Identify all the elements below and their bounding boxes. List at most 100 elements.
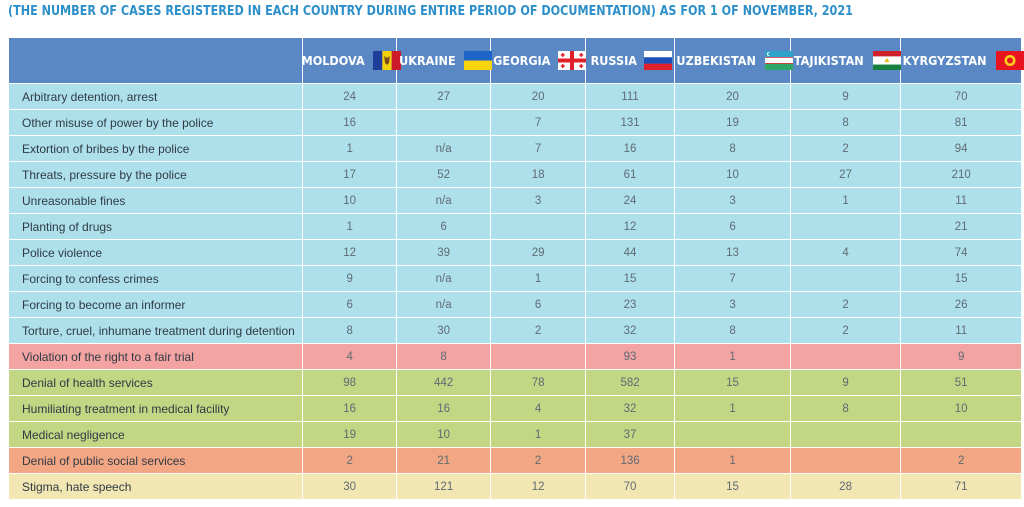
cell-value bbox=[674, 421, 791, 448]
cell-value: 16 bbox=[584, 135, 676, 162]
cell-value: 4 bbox=[302, 343, 397, 370]
cell-value: 71 bbox=[900, 473, 1022, 500]
row-label: Denial of public social services bbox=[7, 447, 304, 474]
cell-value: 8 bbox=[789, 109, 902, 136]
row-label: Threats, pressure by the police bbox=[7, 161, 304, 188]
cell-value: 24 bbox=[302, 83, 397, 110]
cell-value: n/a bbox=[395, 265, 492, 292]
cell-value: 19 bbox=[674, 109, 791, 136]
cell-value: 10 bbox=[302, 187, 397, 214]
cell-value: 6 bbox=[395, 213, 492, 240]
cell-value: 4 bbox=[789, 239, 902, 266]
cell-value: 39 bbox=[395, 239, 492, 266]
cell-value: 30 bbox=[302, 473, 397, 500]
cell-value: 29 bbox=[490, 239, 586, 266]
cell-value bbox=[490, 213, 586, 240]
cell-value bbox=[395, 109, 492, 136]
cell-value: 131 bbox=[584, 109, 676, 136]
cell-value: 52 bbox=[395, 161, 492, 188]
country-name: KYRGYZSTAN bbox=[902, 53, 987, 68]
country-name: GEORGIA bbox=[492, 53, 551, 68]
cell-value: 1 bbox=[789, 187, 902, 214]
column-header-ukraine: UKRAINE bbox=[395, 37, 492, 84]
cell-value: 3 bbox=[674, 187, 791, 214]
cell-value: 17 bbox=[302, 161, 397, 188]
russia-flag-icon bbox=[644, 51, 673, 70]
cell-value: 15 bbox=[584, 265, 676, 292]
cell-value: n/a bbox=[395, 291, 492, 318]
cell-value: n/a bbox=[395, 187, 492, 214]
cell-value: 8 bbox=[674, 317, 791, 344]
cell-value: 3 bbox=[674, 291, 791, 318]
cell-value: 12 bbox=[302, 239, 397, 266]
cell-value bbox=[789, 447, 902, 474]
cell-value: 28 bbox=[789, 473, 902, 500]
cell-value: 8 bbox=[789, 395, 902, 422]
cell-value: 61 bbox=[584, 161, 676, 188]
cell-value: 27 bbox=[789, 161, 902, 188]
cell-value: 2 bbox=[789, 135, 902, 162]
table-row: Stigma, hate speech 30 121 12 70 15 28 71 bbox=[7, 473, 1022, 500]
cell-value: 19 bbox=[302, 421, 397, 448]
cell-value: 15 bbox=[900, 265, 1022, 292]
cell-value: 23 bbox=[584, 291, 676, 318]
cell-value: 11 bbox=[900, 317, 1022, 344]
tajikistan-flag-icon bbox=[872, 51, 901, 70]
cell-value: 1 bbox=[490, 421, 586, 448]
cell-value: 8 bbox=[395, 343, 492, 370]
row-label: Arbitrary detention, arrest bbox=[7, 83, 304, 110]
table-row: Forcing to confess crimes 9 n/a 1 15 7 15 bbox=[7, 265, 1022, 292]
row-label: Humiliating treatment in medical facilit… bbox=[7, 395, 304, 422]
table-row: Violation of the right to a fair trial 4 8… bbox=[7, 343, 1022, 370]
country-name: UZBEKISTAN bbox=[676, 53, 756, 68]
cell-value: 98 bbox=[302, 369, 397, 396]
cell-value: 9 bbox=[789, 83, 902, 110]
row-label: Extortion of bribes by the police bbox=[7, 135, 304, 162]
table-row: Denial of health services 98 442 78 582 15 9 51 bbox=[7, 369, 1022, 396]
country-name: UKRAINE bbox=[398, 53, 456, 68]
cell-value: 1 bbox=[674, 447, 791, 474]
cell-value: 8 bbox=[674, 135, 791, 162]
cell-value: 24 bbox=[584, 187, 676, 214]
cell-value: 1 bbox=[490, 265, 586, 292]
cell-value: 93 bbox=[584, 343, 676, 370]
cell-value: 442 bbox=[395, 369, 492, 396]
table-row: Medical negligence 19 10 1 37 bbox=[7, 421, 1022, 448]
cell-value: 12 bbox=[584, 213, 676, 240]
cell-value bbox=[900, 421, 1022, 448]
cell-value bbox=[789, 213, 902, 240]
cell-value: 21 bbox=[395, 447, 492, 474]
georgia-flag-icon bbox=[558, 51, 587, 70]
cell-value bbox=[789, 265, 902, 292]
cell-value: 10 bbox=[900, 395, 1022, 422]
table-row: Other misuse of power by the police 16 7 13… bbox=[7, 109, 1022, 136]
table-row: Humiliating treatment in medical facilit… bbox=[7, 395, 1022, 422]
column-header-moldova: MOLDOVA bbox=[301, 37, 402, 84]
cell-value: 7 bbox=[490, 109, 586, 136]
cell-value: 1 bbox=[302, 213, 397, 240]
cell-value: 111 bbox=[584, 83, 676, 110]
row-label: Forcing to confess crimes bbox=[7, 265, 304, 292]
row-label: Denial of health services bbox=[7, 369, 304, 396]
ukraine-flag-icon bbox=[463, 51, 492, 70]
cell-value: 16 bbox=[302, 109, 397, 136]
cell-value: 9 bbox=[900, 343, 1022, 370]
cell-value: 78 bbox=[490, 369, 586, 396]
row-label: Forcing to become an informer bbox=[7, 291, 304, 318]
column-header-uzbekistan: UZBEKISTAN bbox=[674, 37, 794, 84]
table-row: Torture, cruel, inhumane treatment durin… bbox=[7, 317, 1022, 344]
country-name: TAJIKISTAN bbox=[794, 53, 864, 68]
cell-value: 121 bbox=[395, 473, 492, 500]
kyrgyzstan-flag-icon bbox=[996, 51, 1024, 70]
cell-value: 11 bbox=[900, 187, 1022, 214]
cell-value: 21 bbox=[900, 213, 1022, 240]
table-subtitle: (THE NUMBER OF CASES REGISTERED IN EACH … bbox=[8, 4, 853, 19]
cases-table: MOLDOVA UKRAINE GEORGIA bbox=[7, 37, 1024, 500]
cell-value: 2 bbox=[490, 317, 586, 344]
country-name: MOLDOVA bbox=[301, 53, 365, 68]
cell-value: 6 bbox=[490, 291, 586, 318]
cell-value: 6 bbox=[674, 213, 791, 240]
cell-value: 1 bbox=[674, 343, 791, 370]
cell-value: 7 bbox=[490, 135, 586, 162]
cell-value: 20 bbox=[490, 83, 586, 110]
